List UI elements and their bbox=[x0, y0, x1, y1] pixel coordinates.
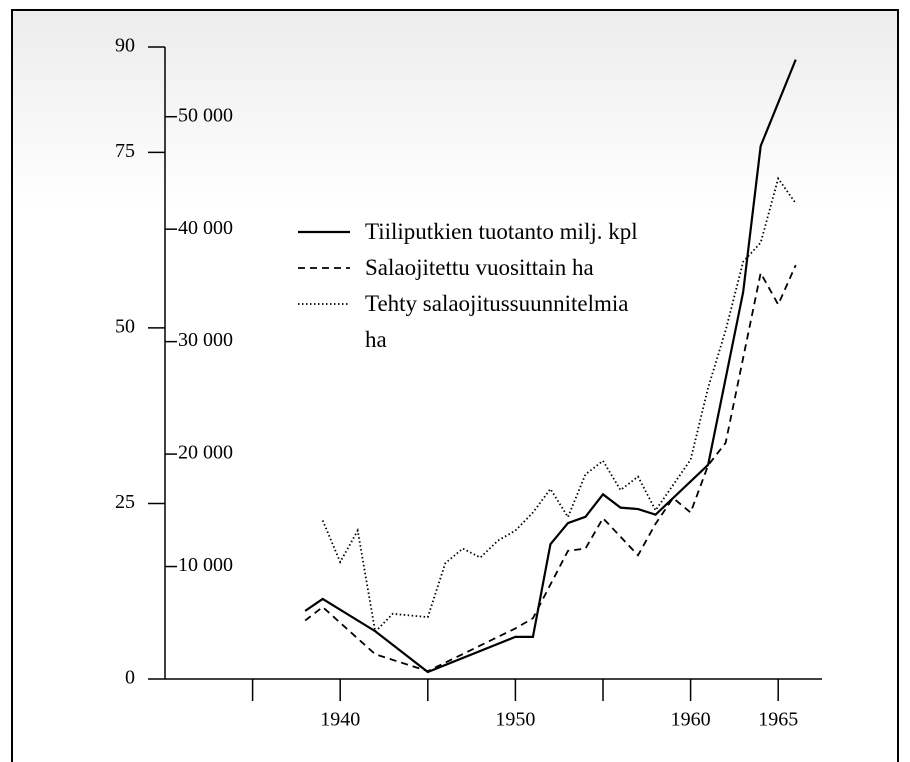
y-tick-label: 25 bbox=[115, 491, 135, 513]
x-tick-label: 1960 bbox=[671, 709, 711, 731]
y2-tick-label: 40 000 bbox=[178, 217, 233, 239]
x-tick-label: 1940 bbox=[320, 709, 360, 731]
line-series bbox=[304, 264, 797, 673]
y2-tick-label: 30 000 bbox=[178, 329, 233, 351]
y-tick-label: 90 bbox=[115, 35, 135, 57]
y2-tick-label: 20 000 bbox=[178, 442, 233, 464]
legend-swatch bbox=[298, 230, 350, 234]
frame bbox=[11, 9, 899, 762]
x-tick-label: 1950 bbox=[495, 709, 535, 731]
legend-label: Tiiliputkien tuotanto milj. kpl bbox=[365, 219, 638, 244]
legend-label: Tehty salaojitussuunnitelmia ha bbox=[365, 291, 629, 352]
legend-entry: Tehty salaojitussuunnitelmia ha bbox=[298, 286, 640, 358]
y-tick-label: 50 bbox=[115, 315, 135, 337]
legend-swatch bbox=[298, 267, 350, 269]
legend-label: Salaojitettu vuosittain ha bbox=[365, 255, 594, 280]
y2-tick-label: 10 000 bbox=[178, 554, 233, 576]
y-tick-label: 0 bbox=[125, 667, 135, 689]
legend-swatch bbox=[298, 303, 350, 305]
legend-entry: Salaojitettu vuosittain ha bbox=[298, 250, 640, 286]
legend-entry: Tiiliputkien tuotanto milj. kpl bbox=[298, 214, 640, 250]
legend: Tiiliputkien tuotanto milj. kpl Salaojite… bbox=[298, 214, 640, 358]
line-series bbox=[304, 59, 797, 674]
y2-tick-label: 50 000 bbox=[178, 104, 233, 126]
y-tick-label: 75 bbox=[115, 140, 135, 162]
x-tick-label: 1965 bbox=[758, 709, 798, 731]
